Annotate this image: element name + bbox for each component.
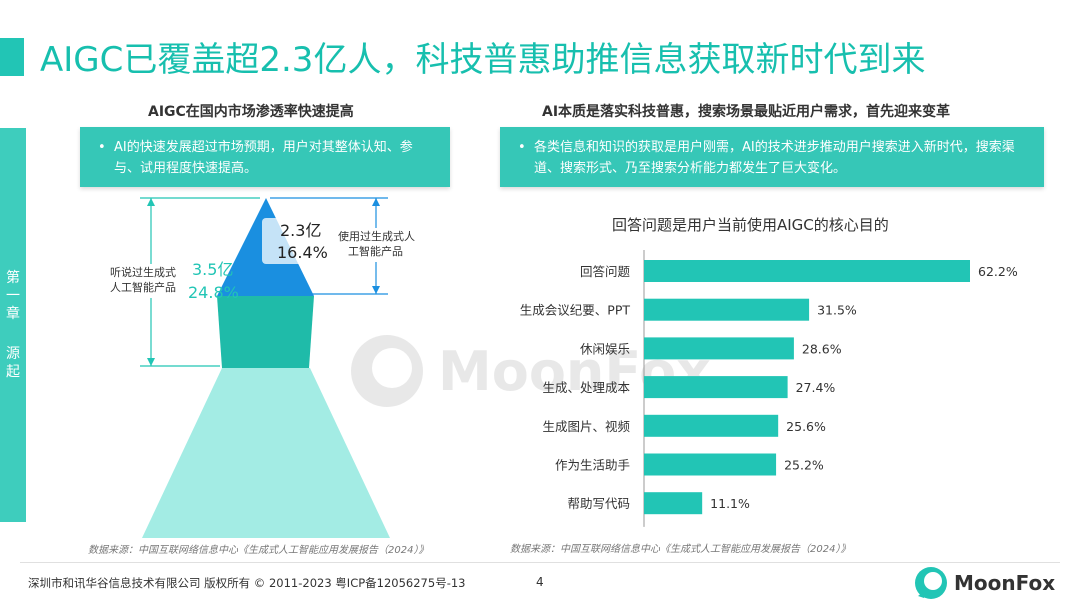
arrow-down-icon [372,286,380,294]
inner-label-line2: 工智能产品 [348,244,403,258]
bar [644,453,777,476]
category-label: 帮助写代码 [567,496,630,511]
chart-title: 回答问题是用户当前使用AIGC的核心目的 [612,216,889,234]
left-bullet-box: • AI的快速发展超过市场预期，用户对其整体认知、参与、试用程度快速提高。 [80,127,450,187]
page-title: AIGC已覆盖超2.3亿人，科技普惠助推信息获取新时代到来 [40,40,926,80]
outer-label-line1: 听说过生成式 [110,265,176,279]
value-label: 62.2% [978,264,1018,279]
bar [644,260,970,282]
logo-text: MoonFox [954,571,1056,595]
inner-value: 2.3亿 [280,221,321,240]
category-label: 回答问题 [580,264,631,279]
page-number: 4 [536,575,544,589]
usage-purpose-bar-chart: 回答问题 62.2% 生成会议纪要、PPT 31.5% 休闲娱乐 28.6% 生成、处理成本… [520,250,1018,527]
penetration-pyramid: 2.3亿 16.4% 听说过生成式 人工智能产品 3.5亿 24.8% 使用过生… [104,197,424,538]
category-label: 生成图片、视频 [542,419,630,434]
bullet-dot: • [518,140,526,155]
chapter-side-tab: 第 一 章 源 起 [0,128,26,522]
bar [644,376,788,399]
right-section-title: AI本质是落实科技普惠，搜索场景最贴近用户需求，首先迎来变革 [542,104,951,120]
pyramid-value-card [262,218,334,264]
watermark-logo-icon [351,335,423,407]
bar [644,298,810,321]
category-label: 生成会议纪要、PPT [520,303,631,318]
left-bullet-text: AI的快速发展超过市场预期，用户对其整体认知、参与、试用程度快速提高。 [114,140,413,176]
side-tab-char: 第 [6,270,20,286]
inner-label-line1: 使用过生成式人 [338,229,415,243]
footer-divider [20,562,1060,563]
side-tab-char: 一 [6,288,20,304]
bar [644,337,794,360]
value-label: 28.6% [802,341,842,356]
side-tab-char: 起 [6,364,20,380]
right-bullet-box: • 各类信息和知识的获取是用户刚需，AI的技术进步推动用户搜索进入新时代，搜索渠… [500,127,1044,187]
side-tab-char: 源 [6,346,20,362]
side-tab-char: 章 [6,306,20,322]
category-label: 休闲娱乐 [580,341,630,356]
arrow-up-icon [147,198,155,206]
pyramid-middle-layer [217,296,314,368]
value-label: 11.1% [710,496,750,511]
outer-value: 3.5亿 [192,260,233,279]
value-label: 25.6% [786,419,826,434]
footer-copyright: 深圳市和讯华谷信息技术有限公司 版权所有 © 2011-2023 粤ICP备12… [28,576,466,590]
value-label: 27.4% [796,380,836,395]
arrow-up-icon [372,198,380,206]
moonfox-logo: MoonFox [914,566,1055,600]
left-source: 数据来源：中国互联网络信息中心《生成式人工智能应用发展报告（2024）》 [88,545,429,556]
bullet-dot: • [98,140,106,155]
inner-percent: 16.4% [277,243,328,262]
value-label: 25.2% [784,458,824,473]
right-bullet-text: 各类信息和知识的获取是用户刚需，AI的技术进步推动用户搜索进入新时代，搜索渠道、… [534,140,1015,176]
moonfox-logo-icon [915,567,947,599]
bar [644,492,703,515]
bar [644,414,779,437]
category-label: 生成、处理成本 [542,380,630,395]
category-label: 作为生活助手 [555,458,630,473]
arrow-down-icon [147,358,155,366]
pyramid-base-layer [142,368,390,538]
left-section-title: AIGC在国内市场渗透率快速提高 [148,104,354,120]
title-accent-bar [0,38,24,76]
value-label: 31.5% [817,303,857,318]
right-source: 数据来源：中国互联网络信息中心《生成式人工智能应用发展报告（2024）》 [510,544,851,555]
outer-label-line2: 人工智能产品 [110,280,176,294]
outer-percent: 24.8% [188,283,239,302]
